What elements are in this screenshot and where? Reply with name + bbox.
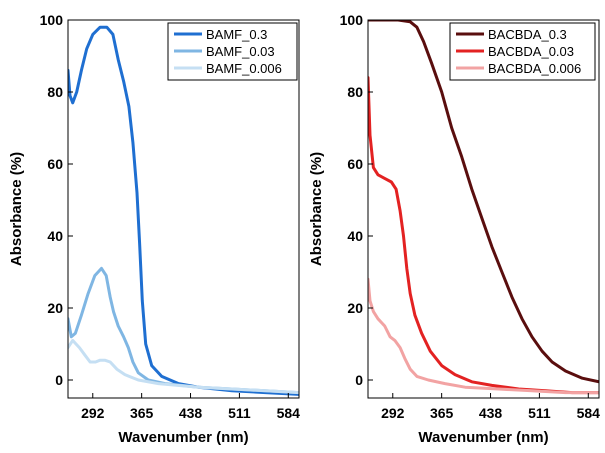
y-tick-label: 20 [347, 300, 363, 316]
plot-frame [67, 19, 300, 399]
plot-frame [367, 19, 600, 399]
x-tick-label: 584 [577, 405, 601, 421]
x-tick-label: 511 [228, 405, 251, 421]
x-axis-title: Wavenumber (nm) [118, 429, 248, 446]
y-tick-label: 80 [47, 84, 63, 100]
legend: BACBDA_0.3 BACBDA_0.03 BACBDA_0.006 [449, 22, 596, 81]
y-tick-label: 40 [347, 228, 363, 244]
series-line-2 [368, 76, 599, 395]
x-tick-label: 584 [277, 405, 301, 421]
legend: BAMF_0.3 BAMF_0.03 BAMF_0.006 [167, 22, 298, 81]
legend-label: BAMF_0.006 [206, 61, 282, 76]
legend-label: BACBDA_0.006 [488, 61, 581, 76]
x-tick-label: 292 [381, 405, 405, 421]
legend-label: BACBDA_0.03 [488, 44, 574, 59]
x-axis-title: Wavenumber (nm) [418, 429, 548, 446]
y-tick-label: 80 [347, 84, 363, 100]
x-tick-label: 292 [81, 405, 105, 421]
x-tick-label: 365 [130, 405, 154, 421]
series-line-2 [68, 266, 299, 395]
y-tick-label: 40 [47, 228, 63, 244]
x-tick-label: 365 [430, 405, 454, 421]
y-axis-title: Absorbance (%) [8, 152, 25, 266]
y-tick-label: 0 [355, 372, 363, 388]
x-tick-label: 438 [179, 405, 203, 421]
series-line-1 [368, 20, 599, 384]
series-line-1 [68, 25, 299, 396]
y-tick-label: 100 [340, 12, 364, 28]
y-tick-label: 60 [347, 156, 363, 172]
y-tick-label: 60 [47, 156, 63, 172]
legend-label: BACBDA_0.3 [488, 27, 567, 42]
y-tick-label: 100 [40, 12, 64, 28]
series-line-3 [68, 338, 299, 395]
chart-panel-2: 0 20 40 60 80 100 292 365 438 511 584 Wavenumber (n… [308, 12, 600, 446]
y-axis-title: Absorbance (%) [308, 152, 325, 266]
x-tick-label: 511 [528, 405, 551, 421]
y-tick-label: 20 [47, 300, 63, 316]
legend-label: BAMF_0.03 [206, 44, 275, 59]
chart-panel-1: 0 20 40 60 80 100 292 365 438 511 584 Wavenumber (n… [8, 12, 300, 446]
y-tick-label: 0 [55, 372, 63, 388]
x-tick-label: 438 [479, 405, 503, 421]
legend-label: BAMF_0.3 [206, 27, 267, 42]
series-line-3 [368, 277, 599, 395]
